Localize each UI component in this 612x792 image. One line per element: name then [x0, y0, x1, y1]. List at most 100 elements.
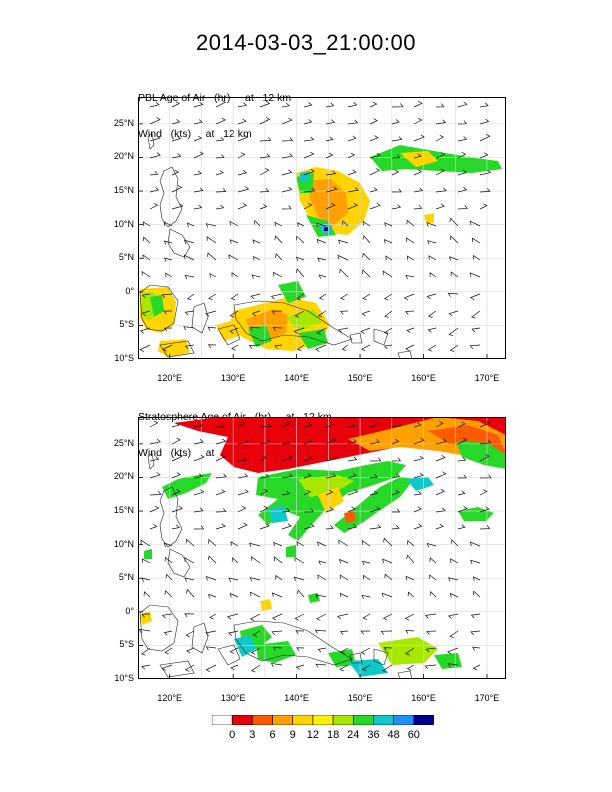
- wind-barb: [383, 327, 393, 335]
- wind-barb: [184, 557, 195, 564]
- x-tick-label: 150°E: [347, 693, 373, 703]
- wind-barb: [360, 647, 371, 655]
- wind-barb: [229, 239, 239, 244]
- wind-barb: [303, 151, 315, 159]
- wind-barb: [228, 630, 239, 636]
- wind-barb: [249, 591, 261, 598]
- pbl-map-frame: [138, 97, 506, 359]
- wind-barb: [347, 187, 359, 193]
- y-tick-label: 10°N: [113, 538, 134, 549]
- colorbar: [212, 715, 434, 725]
- wind-barb: [325, 473, 337, 479]
- wind-barb: [249, 542, 261, 548]
- wind-barb: [435, 488, 446, 496]
- wind-barb: [215, 438, 227, 445]
- y-tick-label: 0°: [125, 285, 134, 296]
- colorbar-label: 0: [229, 729, 236, 741]
- y-tick-label: 15°N: [113, 185, 134, 196]
- wind-barb: [447, 292, 459, 297]
- wind-barb: [171, 135, 182, 142]
- wind-barb: [426, 630, 437, 635]
- wind-barb: [184, 613, 195, 618]
- wind-barb: [405, 575, 415, 581]
- wind-barb: [193, 422, 203, 428]
- wind-barb: [449, 235, 459, 244]
- wind-barb: [317, 257, 327, 262]
- wind-barb: [338, 558, 349, 564]
- wind-barb: [215, 523, 226, 530]
- wind-barb: [369, 474, 378, 479]
- colorbar-label: 60: [407, 729, 420, 741]
- wind-barb: [325, 119, 336, 125]
- wind-barb: [425, 647, 437, 653]
- wind-barb: [315, 222, 327, 228]
- wind-barb: [237, 421, 246, 428]
- wind-barb: [316, 613, 327, 621]
- wind-barb: [171, 472, 181, 479]
- wind-barb: [281, 137, 294, 142]
- wind-barb: [193, 489, 205, 496]
- wind-barb: [325, 422, 335, 428]
- wind-barb: [383, 293, 393, 301]
- wind-barb: [369, 152, 381, 159]
- wind-barb: [149, 187, 160, 193]
- wind-barb: [318, 293, 327, 300]
- wind-barb: [361, 664, 371, 672]
- wind-barb: [228, 254, 239, 261]
- wind-barb: [149, 524, 158, 530]
- wind-barb: [296, 344, 305, 352]
- wind-barb: [161, 613, 173, 619]
- wind-barb: [448, 327, 459, 337]
- y-tick-label: 0°: [125, 605, 134, 616]
- wind-barb: [479, 118, 490, 125]
- wind-barb: [447, 663, 459, 668]
- strat-map-panel: [138, 417, 506, 679]
- wind-barb: [427, 327, 437, 333]
- wind-barb: [250, 293, 261, 300]
- wind-barb: [450, 271, 459, 278]
- wind-barb: [149, 456, 160, 462]
- wind-barb: [139, 327, 151, 334]
- wind-barb: [237, 456, 248, 462]
- wind-barb: [187, 222, 195, 228]
- wind-barb: [281, 420, 291, 428]
- wind-barb: [273, 556, 283, 564]
- wind-barb: [435, 152, 446, 159]
- wind-barb: [237, 134, 249, 142]
- colorbar-swatch: [373, 715, 394, 725]
- wind-barb: [271, 613, 283, 621]
- wind-barb: [382, 558, 393, 564]
- wind-barb: [259, 188, 270, 193]
- wind-barb: [215, 204, 225, 210]
- wind-barb: [303, 523, 315, 530]
- wind-barb: [457, 437, 468, 445]
- colorbar-label: 24: [347, 729, 360, 741]
- wind-barb: [207, 326, 217, 331]
- wind-barb: [339, 592, 349, 598]
- wind-barb: [427, 344, 437, 352]
- wind-barb: [369, 524, 382, 530]
- wind-barb: [413, 490, 422, 496]
- wind-barb: [413, 153, 422, 159]
- y-tick-label: 5°N: [118, 572, 134, 583]
- wind-barb: [171, 203, 184, 210]
- wind-barb: [406, 219, 415, 227]
- wind-barb: [315, 344, 327, 352]
- y-tick-label: 5°N: [118, 252, 134, 263]
- wind-barb: [171, 153, 182, 159]
- wind-barb: [171, 169, 180, 176]
- wind-barb: [413, 169, 423, 176]
- wind-barb: [479, 454, 490, 462]
- wind-barb: [391, 489, 400, 496]
- wind-barb: [161, 664, 173, 671]
- wind-barb: [205, 664, 217, 673]
- wind-barb: [472, 646, 481, 651]
- wind-barb: [369, 187, 378, 193]
- colorbar-label: 6: [269, 729, 276, 741]
- y-tick-label: 25°N: [113, 117, 134, 128]
- y-tick-label: 20°N: [113, 151, 134, 162]
- wind-barb: [435, 203, 445, 210]
- wind-barb: [435, 134, 445, 142]
- wind-barb: [449, 217, 459, 227]
- wind-barb: [457, 136, 468, 142]
